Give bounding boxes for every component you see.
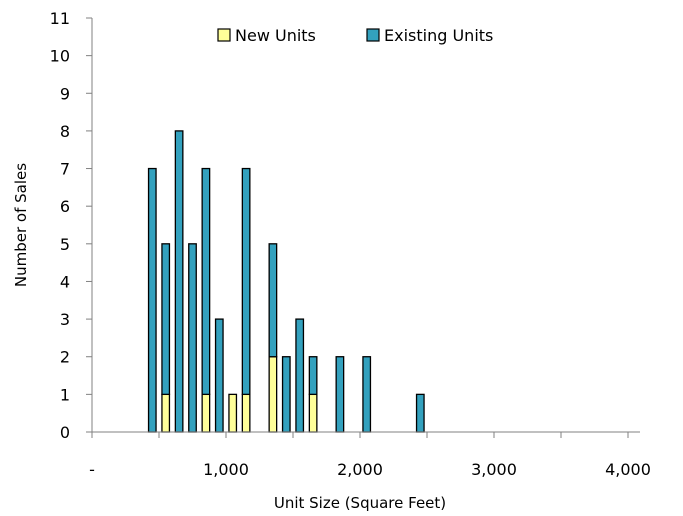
bar-existing-units [174,130,184,433]
y-tick-label: 5 [60,235,70,254]
x-ticks: - 1,000 2,000 3,000 4,000 [89,432,651,479]
x-tick-label: 3,000 [471,460,517,479]
y-tick-label: 9 [60,84,70,103]
bar-new-units [228,393,238,433]
y-tick-label: 6 [60,197,70,216]
bar-existing-units [241,167,251,396]
x-tick-label: 1,000 [203,460,249,479]
y-tick-label: 10 [50,47,70,66]
bar-existing-units [308,356,318,396]
bar-new-units [201,393,211,433]
bar-existing-units [188,243,197,433]
bars [147,130,425,433]
y-tick-label: 11 [50,9,70,28]
legend-label-existing-units: Existing Units [384,26,493,45]
bar-new-units [241,393,251,433]
bar-existing-units [295,318,305,433]
bar-new-units [308,393,318,433]
bar-existing-units [415,393,425,433]
x-axis-title: Unit Size (Square Feet) [274,494,446,512]
bar-existing-units [161,243,171,396]
legend-swatch-existing-units [366,28,380,42]
y-axis-title: Number of Sales [12,163,30,287]
legend-label-new-units: New Units [235,26,316,45]
x-tick-label: - [89,460,95,479]
x-tick-label: 2,000 [337,460,383,479]
bar-new-units [161,393,171,433]
bar-existing-units [335,356,345,433]
y-tick-label: 0 [60,423,70,442]
y-tick-label: 7 [60,160,70,179]
bar-existing-units [268,243,278,358]
bar-existing-units [147,167,157,433]
x-tick-label: 4,000 [605,460,651,479]
y-tick-label: 4 [60,272,70,291]
legend-swatch-new-units [217,28,231,42]
y-tick-label: 8 [60,122,70,141]
y-ticks: 0 1 2 3 4 5 6 7 8 9 10 11 [50,9,92,442]
bar-existing-units [281,356,291,433]
bar-existing-units [214,318,224,433]
y-tick-label: 1 [60,385,70,404]
bar-existing-units [362,356,372,433]
legend: New Units Existing Units [217,26,493,45]
bar-new-units [268,356,278,433]
axes [91,18,640,433]
y-tick-label: 3 [60,310,70,329]
bar-existing-units [201,167,211,396]
y-tick-label: 2 [60,348,70,367]
